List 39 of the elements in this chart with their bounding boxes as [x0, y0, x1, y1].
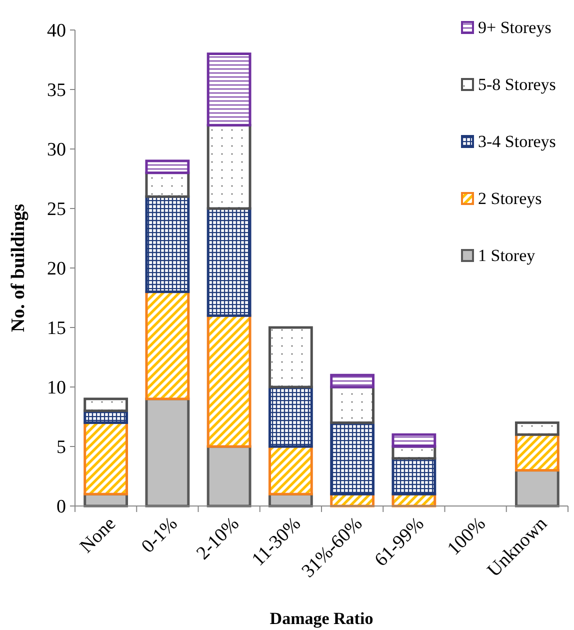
bar [84, 421, 128, 496]
bar [145, 398, 190, 508]
legend-label: 5-8 Storeys [478, 74, 556, 94]
y-tick-label: 40 [47, 20, 66, 42]
bar [206, 124, 252, 210]
legend-label: 9+ Storeys [478, 18, 552, 37]
bar [392, 457, 436, 496]
y-tick-label: 20 [47, 258, 66, 280]
bar [145, 290, 190, 400]
bar [84, 398, 128, 412]
legend-label: 3-4 Storeys [478, 132, 556, 151]
bar [206, 314, 252, 448]
y-tick-label: 35 [47, 80, 66, 102]
bar [514, 433, 560, 472]
bar [206, 445, 252, 508]
bar [206, 207, 252, 317]
y-tick-label: 30 [47, 140, 66, 161]
bar [268, 445, 313, 496]
legend-label: 2 Storeys [478, 188, 542, 208]
bar [514, 469, 560, 508]
y-tick-label: 5 [56, 437, 66, 458]
bar [206, 52, 252, 126]
bar [268, 386, 313, 448]
bar [330, 421, 375, 496]
bar [145, 160, 190, 174]
y-tick-label: 10 [47, 378, 66, 399]
bar [145, 195, 190, 294]
bar [330, 374, 375, 388]
legend-label: 1 Storey [478, 246, 536, 265]
y-tick-label: 15 [47, 318, 66, 340]
bar [145, 172, 190, 198]
bar [392, 433, 436, 448]
bar [330, 386, 375, 424]
y-tick-label: 25 [47, 199, 66, 220]
bar [514, 421, 560, 436]
x-axis-title: Damage Ratio [270, 609, 374, 628]
bar [268, 326, 313, 388]
y-axis-title: No. of buildings [8, 204, 29, 332]
y-tick-label: 0 [56, 496, 66, 518]
